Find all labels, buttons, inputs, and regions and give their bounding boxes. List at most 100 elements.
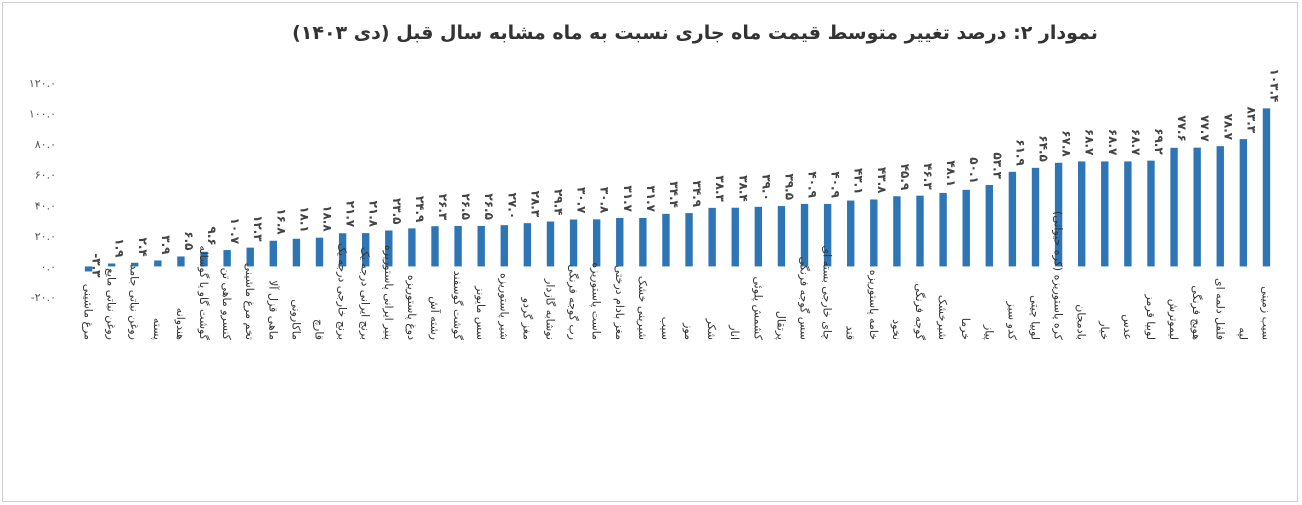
y-tick-label: ۲۰.۰: [35, 230, 56, 243]
data-label: ۴۳.۱: [852, 168, 866, 195]
bar: [385, 230, 393, 267]
category-label: هویج فرنگی: [1190, 285, 1203, 340]
bar: [362, 233, 370, 267]
bar: [893, 196, 901, 267]
data-label: ۶.۵: [182, 231, 196, 250]
bar: [292, 238, 301, 267]
bar: [1262, 108, 1271, 267]
category-label: هندوانه: [174, 308, 187, 340]
bar: [107, 263, 116, 267]
category-label: گوشت گاو یا گوساله: [197, 246, 210, 341]
bar: [754, 206, 763, 267]
data-label: ۲.۴: [136, 238, 150, 257]
category-label: نوشابه گازدار: [543, 278, 556, 340]
data-label: ۲۶.۵: [482, 193, 496, 220]
category-label: عدس: [1121, 314, 1134, 340]
bar: [916, 195, 924, 267]
chart-title: نمودار ۲: درصد تغییر متوسط قیمت ماه جاری…: [292, 22, 1098, 44]
category-label: قند: [844, 326, 857, 340]
category-label: بادمجان: [1075, 304, 1088, 340]
category-label: مغز بادام درختی: [613, 265, 626, 340]
bar: [454, 225, 462, 267]
data-label: ۱۰.۷: [228, 218, 242, 245]
bar: [1193, 147, 1201, 267]
bar: [408, 228, 416, 267]
bar: [246, 247, 254, 267]
bar: [1239, 139, 1248, 267]
bar: [847, 200, 855, 267]
y-tick-label: ۴۰.۰: [35, 199, 56, 212]
bar: [1031, 167, 1040, 267]
category-label: پرتقال: [774, 311, 787, 340]
bar: [639, 217, 647, 267]
data-label: ۳۸.۴: [736, 175, 750, 202]
data-label: ۱۰۳.۴: [1267, 69, 1281, 103]
category-label: لیموترش: [1167, 299, 1180, 340]
category-label: روغن نباتی جامد: [128, 264, 141, 340]
data-label: ۳.۹: [159, 235, 173, 255]
data-label: ۶۹.۲: [1152, 128, 1166, 155]
bar: [870, 199, 878, 267]
category-label: انار: [728, 324, 741, 340]
data-label: ۱۶.۸: [274, 208, 288, 235]
data-label: ۱۸.۱: [297, 206, 311, 233]
data-label: ۴۵.۹: [898, 164, 912, 191]
bar: [731, 207, 739, 267]
category-label: پسته: [151, 318, 164, 340]
category-label: موز: [682, 322, 695, 340]
data-label: ۳۹.۰: [759, 174, 773, 201]
category-label: ماکارونی: [289, 299, 302, 340]
category-label: شکر: [705, 318, 718, 340]
data-label: ۷۷.۶: [1175, 115, 1189, 142]
category-label: کدو سبز: [1005, 301, 1018, 341]
data-label: ۶۴.۵: [1036, 135, 1050, 162]
y-tick-label: ۰.۰: [41, 260, 56, 273]
category-label: گوشت گوسفند: [451, 271, 464, 341]
data-label: ۲۳.۵: [390, 198, 404, 225]
data-label: ۳۹.۵: [782, 174, 796, 201]
data-label: ۶۱.۹: [1013, 139, 1027, 166]
bar: [338, 233, 347, 267]
data-label: ۶۸.۷: [1106, 129, 1120, 156]
data-label: ۶۷.۸: [1060, 130, 1074, 157]
category-label: رب گوجه فرنگی: [567, 264, 580, 340]
bar: [985, 184, 993, 267]
category-label: خامه پاستوریزه: [867, 270, 880, 340]
bar: [1077, 161, 1086, 267]
category-label: شیرینی خشک: [636, 276, 649, 340]
category-label: سیب: [659, 317, 672, 340]
bar: [431, 226, 439, 267]
data-label: ۴۳.۸: [875, 167, 889, 194]
data-label: ۱.۹: [113, 238, 127, 258]
bar: [939, 192, 947, 267]
data-label: ۲۷.۰: [505, 193, 519, 220]
bar: [616, 217, 624, 267]
data-label: ۳۱.۷: [621, 185, 635, 212]
bar: [1101, 161, 1109, 267]
category-label: سس گوجه فرنگی: [798, 257, 811, 340]
data-label: ۷۸.۷: [1221, 114, 1235, 141]
bar: [1170, 147, 1178, 267]
bar: [200, 251, 208, 267]
data-label: ۱۲.۳: [251, 215, 265, 242]
category-label: برنج خارجی درجه یک: [336, 243, 349, 340]
bar: [523, 223, 532, 267]
bar: [1147, 160, 1155, 267]
data-label: ۵۰.۱: [967, 157, 981, 184]
category-label: نخود: [890, 319, 903, 340]
bar: [1008, 171, 1017, 267]
y-tick-label: ۶۰.۰: [35, 169, 56, 182]
bar: [569, 219, 578, 267]
bar: [477, 225, 485, 267]
category-label: کنسرو ماهی تن: [220, 268, 233, 341]
data-label: ۲۴.۹: [413, 196, 427, 223]
bar: [962, 189, 970, 267]
data-label: ۲۹.۴: [551, 189, 565, 216]
data-label: ۲۸.۳: [528, 191, 542, 218]
category-label: سیب زمینی: [1259, 286, 1272, 340]
bar: [223, 250, 231, 267]
category-label: قارچ: [313, 319, 326, 340]
data-label: ۲۱.۷: [344, 201, 358, 228]
bar: [708, 207, 716, 267]
data-label: -۳.۳: [90, 253, 104, 278]
